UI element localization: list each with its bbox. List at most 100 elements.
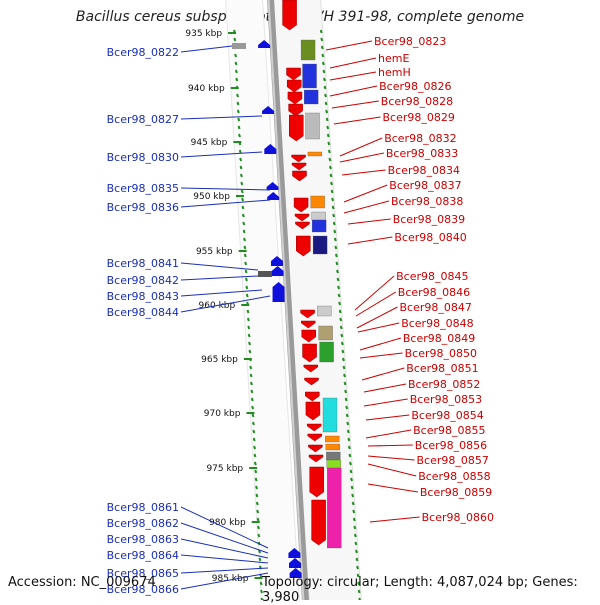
tick-mark-right: [349, 461, 352, 466]
right-gene-leader: [339, 152, 385, 163]
tick-mark-right: [344, 397, 348, 402]
tick-mark-right: [354, 549, 358, 554]
left-gene-leader: [180, 567, 269, 574]
gene-block: [325, 443, 340, 451]
tick-mark-left: [243, 245, 247, 250]
tick-mark-left: [245, 285, 249, 290]
tick-mark-left: [250, 397, 254, 402]
tick-mark-right: [326, 125, 330, 130]
tick-mark-left: [239, 165, 243, 170]
tick-mark-right: [357, 589, 361, 594]
right-gene-label: Bcer98_0840: [394, 231, 466, 244]
right-gene-label: Bcer98_0858: [418, 470, 490, 483]
tick-mark-right: [331, 205, 335, 210]
tick-mark-left: [253, 453, 257, 458]
tick-mark-right: [346, 429, 350, 434]
tick-mark-right: [340, 341, 344, 346]
tick-mark-right: [344, 389, 348, 394]
accession-text: Accession: NC_009674: [8, 575, 156, 590]
right-gene-label: Bcer98_0833: [386, 147, 458, 160]
tick-mark-right: [354, 541, 358, 546]
sequence-backbone: [267, 0, 309, 600]
tick-mark-right: [329, 173, 333, 178]
gene-block: [232, 43, 246, 49]
tick-mark-left: [241, 213, 245, 218]
tick-mark-left: [238, 149, 242, 154]
tick-mark-left: [249, 365, 253, 370]
left-gene-label: Bcer98_0843: [107, 290, 179, 303]
tick-mark-right: [353, 533, 357, 538]
right-gene-leader: [329, 57, 377, 69]
tick-mark-left: [256, 509, 260, 514]
tick-mark-left: [236, 101, 240, 106]
tick-mark-right: [336, 269, 339, 274]
gene-block: [322, 397, 338, 433]
right-gene-label: Bcer98_0838: [391, 195, 463, 208]
tick-mark-right: [327, 141, 331, 146]
kbp-label: 955 kbp: [196, 247, 233, 257]
left-gene-label: Bcer98_0841: [107, 257, 179, 270]
tick-mark-right: [328, 165, 332, 170]
tick-mark-left: [255, 501, 259, 506]
tick-mark-left: [249, 373, 253, 378]
right-gene-leader: [367, 455, 415, 461]
reverse-gene-arrow: [289, 558, 302, 568]
right-gene-label: Bcer98_0859: [420, 486, 492, 499]
tick-mark-left: [242, 221, 246, 226]
tick-mark-left: [244, 269, 248, 274]
forward-gene-arrow: [308, 444, 323, 453]
left-gene-label: Bcer98_0835: [107, 182, 179, 195]
tick-mark-right: [346, 421, 350, 426]
right-gene-leader: [331, 100, 379, 109]
tick-mark-right: [323, 77, 326, 82]
gene-block: [300, 39, 316, 61]
right-gene-label: Bcer98_0845: [396, 270, 468, 283]
tick-mark-right: [353, 525, 357, 530]
tick-mark-right: [334, 245, 338, 250]
reverse-gene-arrow: [266, 182, 279, 190]
tick-mark-left: [235, 77, 239, 82]
reverse-gene-arrow: [267, 192, 280, 200]
right-gene-label: hemH: [378, 66, 411, 79]
right-gene-leader: [341, 169, 386, 176]
tick-mark-left: [246, 309, 250, 314]
tick-mark-right: [325, 117, 329, 122]
right-gene-label: Bcer98_0829: [383, 111, 455, 124]
tick-mark-right: [350, 477, 354, 482]
gene-block: [312, 235, 328, 255]
gene-block: [317, 305, 332, 317]
tick-mark-right: [330, 189, 334, 194]
right-gene-label: Bcer98_0857: [417, 454, 489, 467]
tick-mark-left: [259, 581, 263, 586]
forward-gene-arrow: [293, 197, 309, 213]
kbp-label: 985 kbp: [212, 574, 249, 584]
right-gene-leader: [365, 429, 412, 439]
tick-mark-right: [321, 61, 325, 66]
left-gene-label: Bcer98_0836: [107, 201, 179, 214]
right-gene-leader: [347, 236, 393, 245]
tick-mark-right: [327, 149, 331, 154]
tick-mark-left: [252, 429, 256, 434]
forward-gene-arrow: [288, 103, 303, 117]
tick-mark-left: [260, 589, 263, 594]
tick-mark-left: [251, 421, 255, 426]
tick-mark-right: [351, 501, 355, 506]
tick-mark-right: [337, 285, 341, 290]
tick-mark-left: [251, 405, 255, 410]
reverse-gene-arrow: [270, 256, 283, 266]
tick-mark-left: [252, 437, 256, 442]
tick-mark-right: [347, 437, 351, 442]
right-gene-leader: [367, 463, 417, 477]
tick-mark-left: [250, 381, 253, 386]
left-gene-leader: [180, 295, 271, 313]
tick-mark-right: [325, 109, 329, 114]
forward-gene-arrow: [292, 170, 307, 182]
left-gene-leader: [180, 151, 263, 158]
forward-gene-arrow: [286, 79, 302, 93]
forward-gene-arrow: [300, 320, 316, 329]
tick-mark-right: [356, 565, 359, 570]
tick-mark-right: [323, 85, 327, 90]
right-gene-label: Bcer98_0826: [379, 80, 451, 93]
tick-mark-left: [234, 61, 238, 66]
